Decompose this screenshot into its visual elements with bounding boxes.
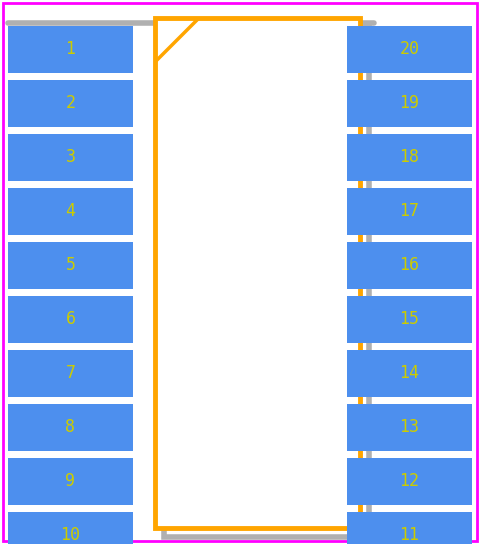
Text: 10: 10 xyxy=(60,527,81,544)
Bar xyxy=(347,512,472,544)
Text: 20: 20 xyxy=(399,40,420,59)
Text: 18: 18 xyxy=(399,149,420,166)
Text: 13: 13 xyxy=(399,418,420,436)
Bar xyxy=(8,350,133,397)
Text: 3: 3 xyxy=(65,149,75,166)
Bar xyxy=(8,296,133,343)
Text: 19: 19 xyxy=(399,95,420,113)
Bar xyxy=(347,404,472,451)
Text: 16: 16 xyxy=(399,257,420,275)
Bar xyxy=(8,188,133,235)
Bar xyxy=(8,242,133,289)
Text: 14: 14 xyxy=(399,364,420,382)
Text: 12: 12 xyxy=(399,473,420,491)
Bar xyxy=(347,458,472,505)
Bar xyxy=(347,188,472,235)
Text: 6: 6 xyxy=(65,311,75,329)
Bar xyxy=(347,26,472,73)
Text: 9: 9 xyxy=(65,473,75,491)
Bar xyxy=(347,134,472,181)
Bar xyxy=(8,80,133,127)
Bar xyxy=(164,27,369,537)
Text: 5: 5 xyxy=(65,257,75,275)
Bar xyxy=(347,296,472,343)
Text: 7: 7 xyxy=(65,364,75,382)
Bar xyxy=(347,80,472,127)
Bar xyxy=(155,18,360,528)
Bar xyxy=(347,242,472,289)
Text: 11: 11 xyxy=(399,527,420,544)
Text: 17: 17 xyxy=(399,202,420,220)
Bar xyxy=(8,458,133,505)
Bar xyxy=(8,404,133,451)
Bar xyxy=(8,512,133,544)
Text: 4: 4 xyxy=(65,202,75,220)
Bar xyxy=(8,134,133,181)
Text: 2: 2 xyxy=(65,95,75,113)
Text: 8: 8 xyxy=(65,418,75,436)
Text: 15: 15 xyxy=(399,311,420,329)
Text: 1: 1 xyxy=(65,40,75,59)
Bar xyxy=(347,350,472,397)
Bar xyxy=(8,26,133,73)
